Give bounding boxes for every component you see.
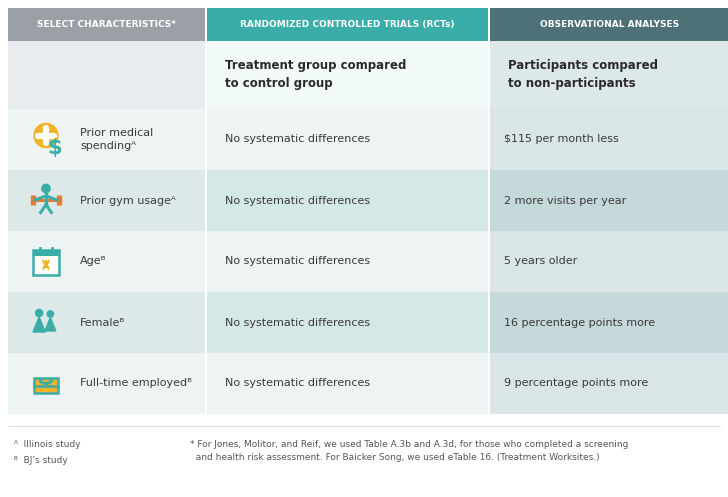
Text: Treatment group compared
to control group: Treatment group compared to control grou… (225, 60, 406, 90)
Text: Prior gym usageᴬ: Prior gym usageᴬ (80, 195, 175, 205)
Text: No systematic differences: No systematic differences (225, 256, 370, 266)
Bar (207, 292, 488, 353)
Bar (33, 249, 59, 256)
Text: Femaleᴮ: Femaleᴮ (80, 318, 125, 328)
Text: OBSERVATIONAL ANALYSES: OBSERVATIONAL ANALYSES (540, 20, 679, 29)
Text: * For Jones, Molitor, and Reif, we used Table A.3b and A.3d, for those who compl: * For Jones, Molitor, and Reif, we used … (190, 440, 628, 462)
Polygon shape (33, 317, 45, 332)
Bar (207, 231, 488, 292)
Bar (490, 292, 728, 353)
Bar (8, 8, 205, 41)
Text: Full-time employedᴮ: Full-time employedᴮ (80, 379, 192, 389)
Bar (490, 109, 728, 170)
Circle shape (41, 184, 50, 193)
Text: $: $ (47, 138, 62, 159)
Bar (207, 109, 488, 170)
Text: ᴬ  Illinois study: ᴬ Illinois study (14, 440, 81, 449)
Text: No systematic differences: No systematic differences (225, 135, 370, 145)
Circle shape (34, 123, 58, 148)
Bar (207, 170, 488, 231)
Polygon shape (45, 318, 56, 331)
Text: RANDOMIZED CONTROLLED TRIALS (RCTs): RANDOMIZED CONTROLLED TRIALS (RCTs) (240, 20, 455, 29)
Bar (8, 292, 205, 353)
Bar (490, 8, 728, 41)
Text: No systematic differences: No systematic differences (225, 195, 370, 205)
Bar (207, 8, 488, 41)
Bar (8, 41, 205, 109)
Text: $115 per month less: $115 per month less (504, 135, 619, 145)
Circle shape (47, 311, 54, 317)
Bar (8, 170, 205, 231)
Bar (33, 249, 59, 275)
Bar (8, 231, 205, 292)
Text: SELECT CHARACTERISTICS*: SELECT CHARACTERISTICS* (37, 20, 176, 29)
Text: Participants compared
to non-participants: Participants compared to non-participant… (508, 60, 658, 90)
Text: No systematic differences: No systematic differences (225, 318, 370, 328)
Text: No systematic differences: No systematic differences (225, 379, 370, 389)
Bar (0, 418, 728, 497)
Text: 2 more visits per year: 2 more visits per year (504, 195, 626, 205)
Bar (490, 231, 728, 292)
Bar (8, 109, 205, 170)
FancyBboxPatch shape (34, 378, 58, 393)
Bar (8, 353, 205, 414)
Text: 16 percentage points more: 16 percentage points more (504, 318, 655, 328)
Bar (490, 41, 728, 109)
Circle shape (36, 309, 43, 317)
Text: Ageᴮ: Ageᴮ (80, 256, 106, 266)
Text: 5 years older: 5 years older (504, 256, 577, 266)
Bar (490, 170, 728, 231)
Text: Prior medical
spendingᴬ: Prior medical spendingᴬ (80, 128, 154, 151)
Text: 9 percentage points more: 9 percentage points more (504, 379, 648, 389)
Bar (207, 353, 488, 414)
Bar (490, 353, 728, 414)
Text: ᴮ  BJ’s study: ᴮ BJ’s study (14, 456, 68, 465)
Bar (207, 41, 488, 109)
